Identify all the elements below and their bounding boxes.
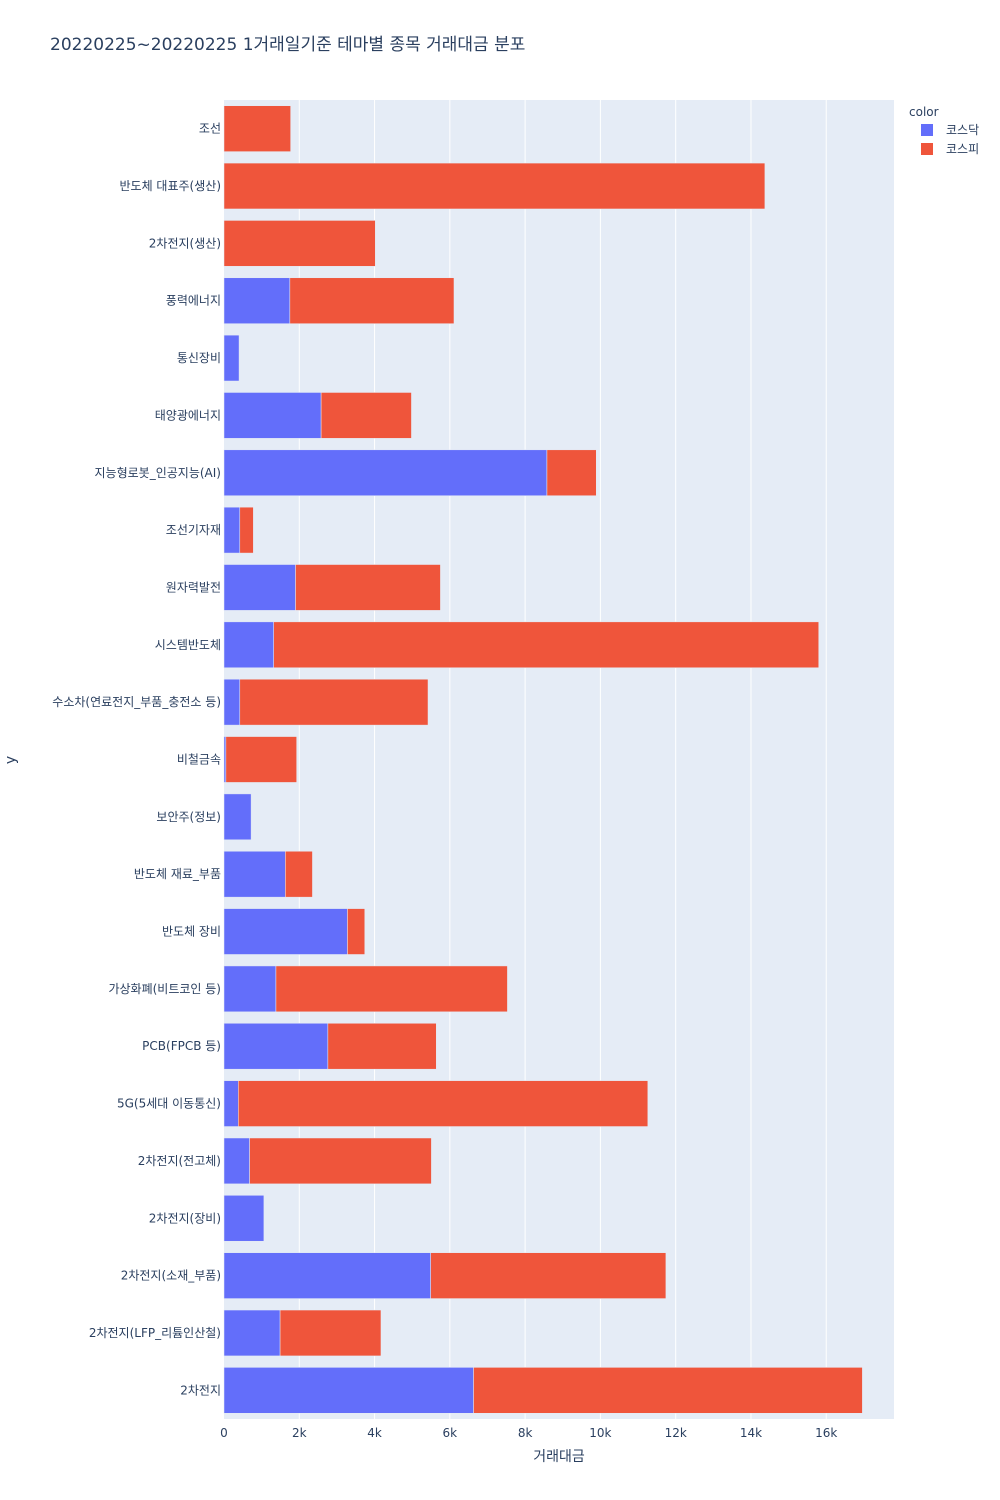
bar-kosdaq-7[interactable] bbox=[223, 506, 241, 554]
bar-kospi-18[interactable] bbox=[249, 1137, 432, 1185]
bar-kosdaq-12[interactable] bbox=[223, 793, 252, 841]
bar-kospi-2[interactable] bbox=[223, 220, 376, 267]
bar-kospi-17[interactable] bbox=[238, 1080, 649, 1127]
y-tick-label-9: 시스템반도체 bbox=[155, 638, 221, 652]
y-tick-label-15: 가상화폐(비트코인 등) bbox=[108, 982, 221, 996]
bar-kosdaq-10[interactable] bbox=[223, 678, 241, 726]
y-tick-label-3: 풍력에너지 bbox=[166, 294, 221, 308]
bar-kospi-13[interactable] bbox=[285, 851, 313, 898]
x-tick-label-7: 14k bbox=[740, 1426, 762, 1440]
bar-kospi-1[interactable] bbox=[223, 162, 766, 210]
y-tick-label-7: 조선기자재 bbox=[166, 523, 221, 537]
y-tick-label-13: 반도체 재료_부품 bbox=[134, 867, 221, 881]
y-tick-label-5: 태양광에너지 bbox=[155, 408, 221, 422]
y-tick-label-22: 2차전지 bbox=[180, 1383, 221, 1397]
y-tick-label-16: PCB(FPCB 등) bbox=[142, 1039, 221, 1053]
bar-kosdaq-17[interactable] bbox=[223, 1080, 239, 1127]
bar-kospi-16[interactable] bbox=[327, 1023, 437, 1070]
bar-kosdaq-19[interactable] bbox=[223, 1195, 265, 1242]
bar-kosdaq-4[interactable] bbox=[223, 334, 240, 382]
bar-kosdaq-20[interactable] bbox=[223, 1252, 431, 1299]
bars bbox=[223, 105, 863, 1414]
y-tick-label-19: 2차전지(장비) bbox=[149, 1211, 221, 1225]
grid-lines bbox=[298, 100, 827, 1419]
legend-swatch-1[interactable] bbox=[921, 143, 933, 155]
bar-kosdaq-13[interactable] bbox=[223, 851, 286, 898]
bar-kospi-11[interactable] bbox=[225, 736, 297, 783]
bar-kosdaq-22[interactable] bbox=[223, 1367, 474, 1414]
bar-kospi-21[interactable] bbox=[279, 1309, 382, 1357]
bar-kospi-5[interactable] bbox=[320, 392, 412, 439]
y-tick-label-10: 수소차(연료전지_부품_충전소 등) bbox=[52, 695, 221, 709]
x-tick-label-5: 10k bbox=[589, 1426, 611, 1440]
bar-kosdaq-11[interactable] bbox=[223, 736, 227, 783]
bar-kospi-8[interactable] bbox=[295, 564, 441, 611]
x-tick-label-2: 4k bbox=[367, 1426, 382, 1440]
x-tick-labels: 0 2k 4k 6k 8k 10k 12k 14k 16k bbox=[220, 1426, 837, 1440]
bar-kosdaq-5[interactable] bbox=[223, 392, 322, 439]
y-tick-label-1: 반도체 대표주(생산) bbox=[120, 179, 222, 193]
bar-kosdaq-3[interactable] bbox=[223, 277, 291, 324]
legend-swatch-0[interactable] bbox=[921, 124, 933, 136]
legend-label-0[interactable]: 코스닥 bbox=[946, 123, 979, 137]
bar-kosdaq-21[interactable] bbox=[223, 1309, 281, 1357]
x-tick-label-6: 12k bbox=[665, 1426, 687, 1440]
bar-kosdaq-8[interactable] bbox=[223, 564, 296, 611]
bar-kospi-6[interactable] bbox=[546, 449, 597, 496]
bar-kosdaq-14[interactable] bbox=[223, 908, 348, 955]
x-axis-title: 거래대금 bbox=[533, 1449, 585, 1465]
y-tick-label-14: 반도체 장비 bbox=[162, 925, 221, 939]
legend-title: color bbox=[909, 105, 939, 119]
y-tick-label-8: 원자력발전 bbox=[166, 580, 221, 594]
x-tick-label-4: 8k bbox=[518, 1426, 533, 1440]
bar-kospi-9[interactable] bbox=[273, 621, 819, 668]
y-tick-label-21: 2차전지(LFP_리튬인산철) bbox=[89, 1326, 221, 1340]
y-tick-label-20: 2차전지(소재_부품) bbox=[121, 1269, 221, 1283]
bar-kosdaq-15[interactable] bbox=[223, 965, 277, 1013]
legend-label-1[interactable]: 코스피 bbox=[946, 142, 979, 156]
bar-kospi-15[interactable] bbox=[275, 965, 508, 1013]
bar-kospi-22[interactable] bbox=[473, 1367, 863, 1414]
x-tick-label-0: 0 bbox=[220, 1426, 228, 1440]
bar-kosdaq-9[interactable] bbox=[223, 621, 274, 668]
chart-title: 20220225~20220225 1거래일기준 테마별 종목 거래대금 분포 bbox=[50, 35, 526, 55]
y-tick-label-4: 통신장비 bbox=[177, 351, 221, 365]
y-tick-label-11: 비철금속 bbox=[177, 753, 221, 767]
bar-kosdaq-18[interactable] bbox=[223, 1137, 250, 1185]
bar-kospi-10[interactable] bbox=[239, 678, 429, 726]
y-axis-title: y bbox=[3, 756, 19, 764]
y-tick-label-12: 보안주(정보) bbox=[156, 810, 221, 824]
y-tick-label-17: 5G(5세대 이동통신) bbox=[117, 1097, 221, 1111]
bar-kospi-0[interactable] bbox=[223, 105, 291, 152]
bar-kosdaq-16[interactable] bbox=[223, 1023, 329, 1070]
y-tick-label-6: 지능형로봇_인공지능(AI) bbox=[95, 466, 221, 480]
y-tick-label-0: 조선 bbox=[199, 122, 221, 136]
y-tick-label-2: 2차전지(생산) bbox=[149, 236, 221, 250]
y-tick-label-18: 2차전지(전고체) bbox=[138, 1154, 221, 1168]
bar-kospi-3[interactable] bbox=[289, 277, 455, 324]
bar-kospi-20[interactable] bbox=[430, 1252, 667, 1299]
x-tick-label-1: 2k bbox=[292, 1426, 307, 1440]
bar-kospi-7[interactable] bbox=[239, 506, 254, 554]
x-tick-label-8: 16k bbox=[815, 1426, 837, 1440]
bar-kospi-14[interactable] bbox=[347, 908, 366, 955]
x-tick-label-3: 6k bbox=[443, 1426, 458, 1440]
bar-kosdaq-6[interactable] bbox=[223, 449, 548, 496]
